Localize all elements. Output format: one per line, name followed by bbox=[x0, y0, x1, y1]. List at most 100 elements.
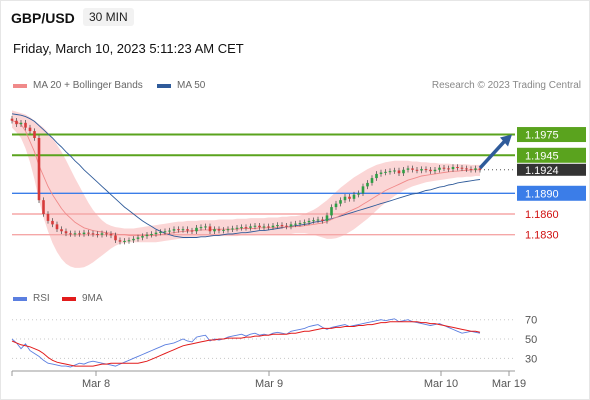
candle bbox=[181, 226, 185, 233]
candle bbox=[127, 237, 131, 244]
candle-body bbox=[253, 225, 257, 227]
candle bbox=[433, 167, 437, 174]
candle bbox=[87, 229, 90, 237]
candle-body bbox=[271, 225, 275, 228]
candle bbox=[465, 165, 468, 172]
candle-body bbox=[136, 237, 140, 239]
candle-body bbox=[231, 228, 234, 230]
candle-body bbox=[361, 186, 365, 194]
candle bbox=[285, 222, 288, 230]
candle-body bbox=[339, 200, 342, 204]
candle-body bbox=[478, 168, 482, 170]
candle bbox=[154, 229, 158, 237]
current-price-label: 1.1924 bbox=[525, 165, 559, 177]
timeframe-button[interactable]: 30 MIN bbox=[83, 8, 134, 26]
candle-body bbox=[172, 229, 176, 231]
candle-body bbox=[262, 226, 266, 228]
candle bbox=[33, 128, 36, 141]
candle-body bbox=[51, 220, 54, 225]
level-tag-bg-1.1890 bbox=[517, 185, 586, 201]
candle bbox=[393, 167, 396, 174]
candle-body bbox=[150, 234, 153, 236]
candle bbox=[474, 165, 477, 173]
candle-body bbox=[267, 226, 270, 228]
candle-body bbox=[474, 168, 477, 170]
candle-body bbox=[73, 233, 77, 235]
candle-body bbox=[294, 223, 297, 225]
candle-body bbox=[379, 172, 383, 174]
candle-body bbox=[352, 194, 356, 199]
legend-9ma-label: 9MA bbox=[82, 293, 103, 304]
forecast-arrow-head bbox=[500, 134, 512, 147]
candle-body bbox=[154, 232, 158, 235]
candle bbox=[231, 225, 234, 232]
candle-body bbox=[303, 222, 306, 224]
candle-body bbox=[91, 233, 95, 235]
candle-body bbox=[46, 214, 50, 221]
candle bbox=[73, 230, 77, 237]
candle bbox=[55, 221, 59, 232]
candle bbox=[352, 191, 356, 202]
candle-body bbox=[199, 227, 203, 229]
candle bbox=[91, 230, 95, 237]
candle-body bbox=[109, 234, 113, 236]
candle-body bbox=[343, 196, 347, 201]
legend-rsi: RSI bbox=[13, 293, 50, 304]
candle bbox=[136, 234, 140, 242]
candle bbox=[28, 124, 32, 134]
candle bbox=[208, 223, 212, 235]
candle-body bbox=[388, 171, 392, 173]
candle-body bbox=[276, 225, 279, 227]
candle-body bbox=[456, 167, 459, 169]
candle bbox=[69, 230, 72, 237]
candle bbox=[424, 166, 428, 173]
candle bbox=[402, 167, 405, 176]
candle bbox=[105, 230, 108, 237]
candle-body bbox=[204, 226, 207, 228]
candle bbox=[348, 193, 351, 202]
candle bbox=[217, 226, 221, 234]
candle-body bbox=[240, 227, 243, 229]
candle bbox=[10, 115, 14, 124]
ma20-swatch bbox=[13, 83, 27, 88]
candle-body bbox=[163, 231, 167, 233]
candle bbox=[271, 222, 275, 230]
candle bbox=[24, 120, 27, 131]
candle bbox=[118, 237, 122, 245]
candle bbox=[82, 229, 86, 237]
current-price-tag-bg bbox=[517, 163, 586, 176]
candle-body bbox=[181, 229, 185, 231]
candle bbox=[298, 220, 302, 227]
candle bbox=[159, 229, 162, 236]
candle bbox=[280, 222, 284, 229]
candle bbox=[415, 167, 419, 174]
candle-body bbox=[37, 138, 41, 201]
candle-body bbox=[159, 231, 162, 233]
candle bbox=[204, 223, 207, 230]
legend-ma50-label: MA 50 bbox=[177, 80, 206, 91]
legend-rsi-label: RSI bbox=[33, 293, 50, 304]
candle-body bbox=[406, 168, 410, 170]
candle-body bbox=[24, 122, 27, 128]
candle bbox=[132, 236, 135, 244]
ma9-swatch bbox=[62, 296, 76, 301]
candle bbox=[361, 183, 365, 197]
candle-body bbox=[244, 227, 248, 229]
candle bbox=[357, 190, 360, 198]
candle-body bbox=[217, 229, 221, 231]
ma50-swatch bbox=[157, 83, 171, 88]
candle-body bbox=[19, 122, 23, 125]
candle bbox=[289, 221, 293, 230]
candle bbox=[19, 120, 23, 127]
candle bbox=[213, 226, 216, 235]
candle-body bbox=[325, 215, 329, 221]
candle bbox=[429, 167, 432, 174]
candle-body bbox=[285, 225, 288, 227]
candle-body bbox=[195, 227, 198, 232]
candle-body bbox=[105, 233, 108, 235]
candle-body bbox=[330, 207, 333, 216]
candle bbox=[46, 211, 50, 224]
candle-body bbox=[411, 168, 414, 170]
candle bbox=[145, 231, 149, 239]
candle bbox=[78, 230, 81, 237]
